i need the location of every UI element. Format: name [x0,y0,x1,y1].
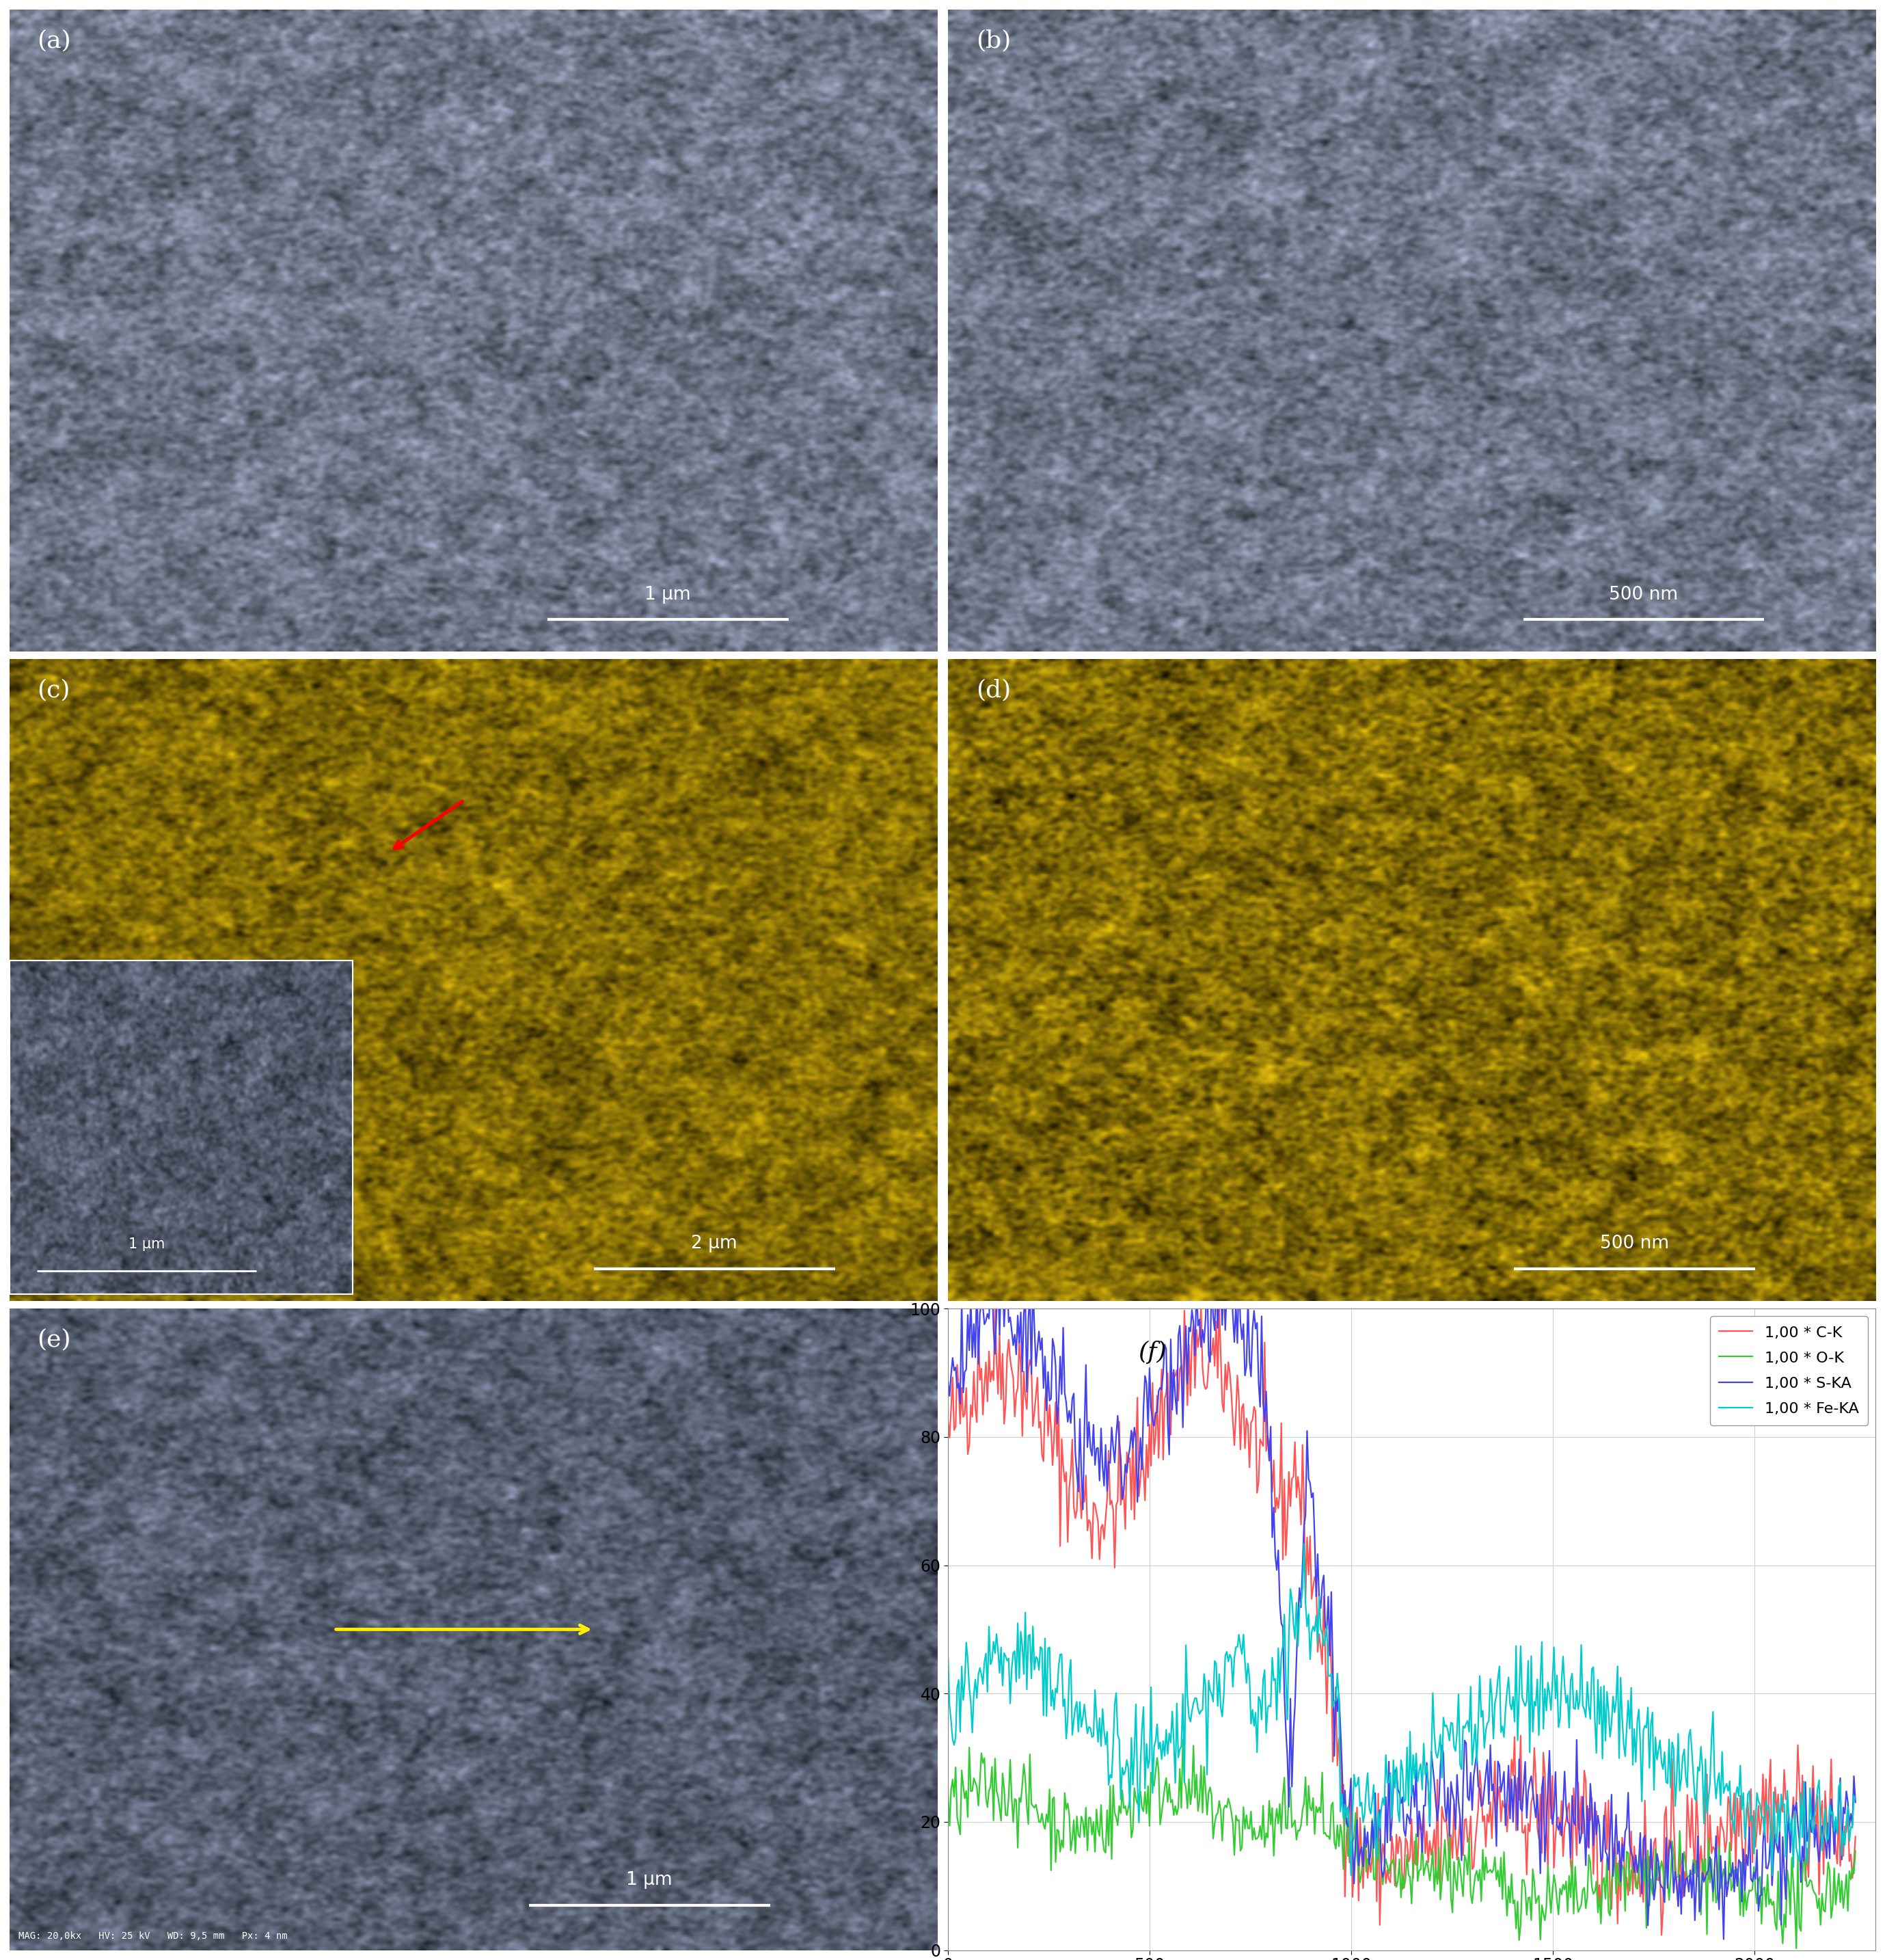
1,00 * O-K [1621,1856,1644,1880]
1,00 * C-K [1350,1807,1372,1831]
1,00 * C-K [1621,1882,1644,1905]
1,00 * Fe-KA [1621,1752,1644,1776]
1,00 * O-K [1172,1727,1195,1750]
Text: 500 nm: 500 nm [1610,586,1678,604]
1,00 * C-K [1844,1825,1866,1848]
1,00 * Fe-KA [1844,1788,1866,1811]
1,00 * Fe-KA [1097,1774,1120,1797]
1,00 * O-K [1171,1795,1193,1819]
1,00 * C-K [1099,1494,1122,1517]
1,00 * Fe-KA [1544,1688,1566,1711]
1,00 * O-K [1844,1838,1866,1862]
Line: 1,00 * Fe-KA: 1,00 * Fe-KA [948,1544,1855,1876]
1,00 * C-K [1472,1805,1495,1829]
Legend: 1,00 * C-K, 1,00 * O-K, 1,00 * S-KA, 1,00 * Fe-KA: 1,00 * C-K, 1,00 * O-K, 1,00 * S-KA, 1,0… [1710,1315,1868,1425]
1,00 * C-K [1544,1825,1566,1848]
Text: (d): (d) [976,678,1010,702]
1,00 * S-KA [965,1264,988,1288]
1,00 * S-KA [1350,1840,1372,1864]
Line: 1,00 * S-KA: 1,00 * S-KA [948,1276,1855,1938]
1,00 * Fe-KA [937,1646,959,1670]
1,00 * S-KA [1544,1760,1566,1784]
Text: (a): (a) [38,29,72,53]
Text: 1 μm: 1 μm [626,1872,673,1889]
1,00 * S-KA [1621,1844,1644,1868]
1,00 * O-K [1097,1835,1120,1858]
Text: (b): (b) [976,29,1010,53]
1,00 * S-KA [1099,1450,1122,1474]
Line: 1,00 * O-K: 1,00 * O-K [948,1739,1855,1948]
Line: 1,00 * C-K: 1,00 * C-K [948,1309,1855,1935]
1,00 * O-K [1350,1870,1372,1893]
1,00 * C-K [1172,1384,1195,1407]
1,00 * S-KA [937,1370,959,1394]
Text: (f): (f) [1139,1341,1167,1364]
1,00 * S-KA [1472,1778,1495,1801]
Text: MAG: 20,0kx   HV: 25 kV   WD: 9,5 mm   Px: 4 nm: MAG: 20,0kx HV: 25 kV WD: 9,5 mm Px: 4 n… [19,1931,288,1940]
Text: 500 nm: 500 nm [1600,1235,1668,1252]
Text: (e): (e) [38,1327,72,1350]
1,00 * C-K [984,1298,1007,1321]
1,00 * C-K [937,1409,959,1433]
1,00 * Fe-KA [1171,1735,1193,1758]
1,00 * O-K [1785,1936,1808,1960]
1,00 * Fe-KA [1472,1737,1495,1760]
1,00 * S-KA [1172,1415,1195,1439]
1,00 * Fe-KA [1293,1533,1316,1556]
1,00 * S-KA [1844,1791,1866,1815]
Text: 1 μm: 1 μm [645,586,692,604]
1,00 * O-K [1544,1872,1566,1895]
1,00 * O-K [937,1784,959,1807]
1,00 * O-K [1472,1868,1495,1891]
1,00 * Fe-KA [1350,1793,1372,1817]
1,00 * Fe-KA [1761,1864,1783,1887]
Text: (c): (c) [38,678,70,702]
1,00 * S-KA [1712,1927,1734,1950]
Text: 2 μm: 2 μm [692,1235,737,1252]
1,00 * C-K [1649,1923,1672,1946]
